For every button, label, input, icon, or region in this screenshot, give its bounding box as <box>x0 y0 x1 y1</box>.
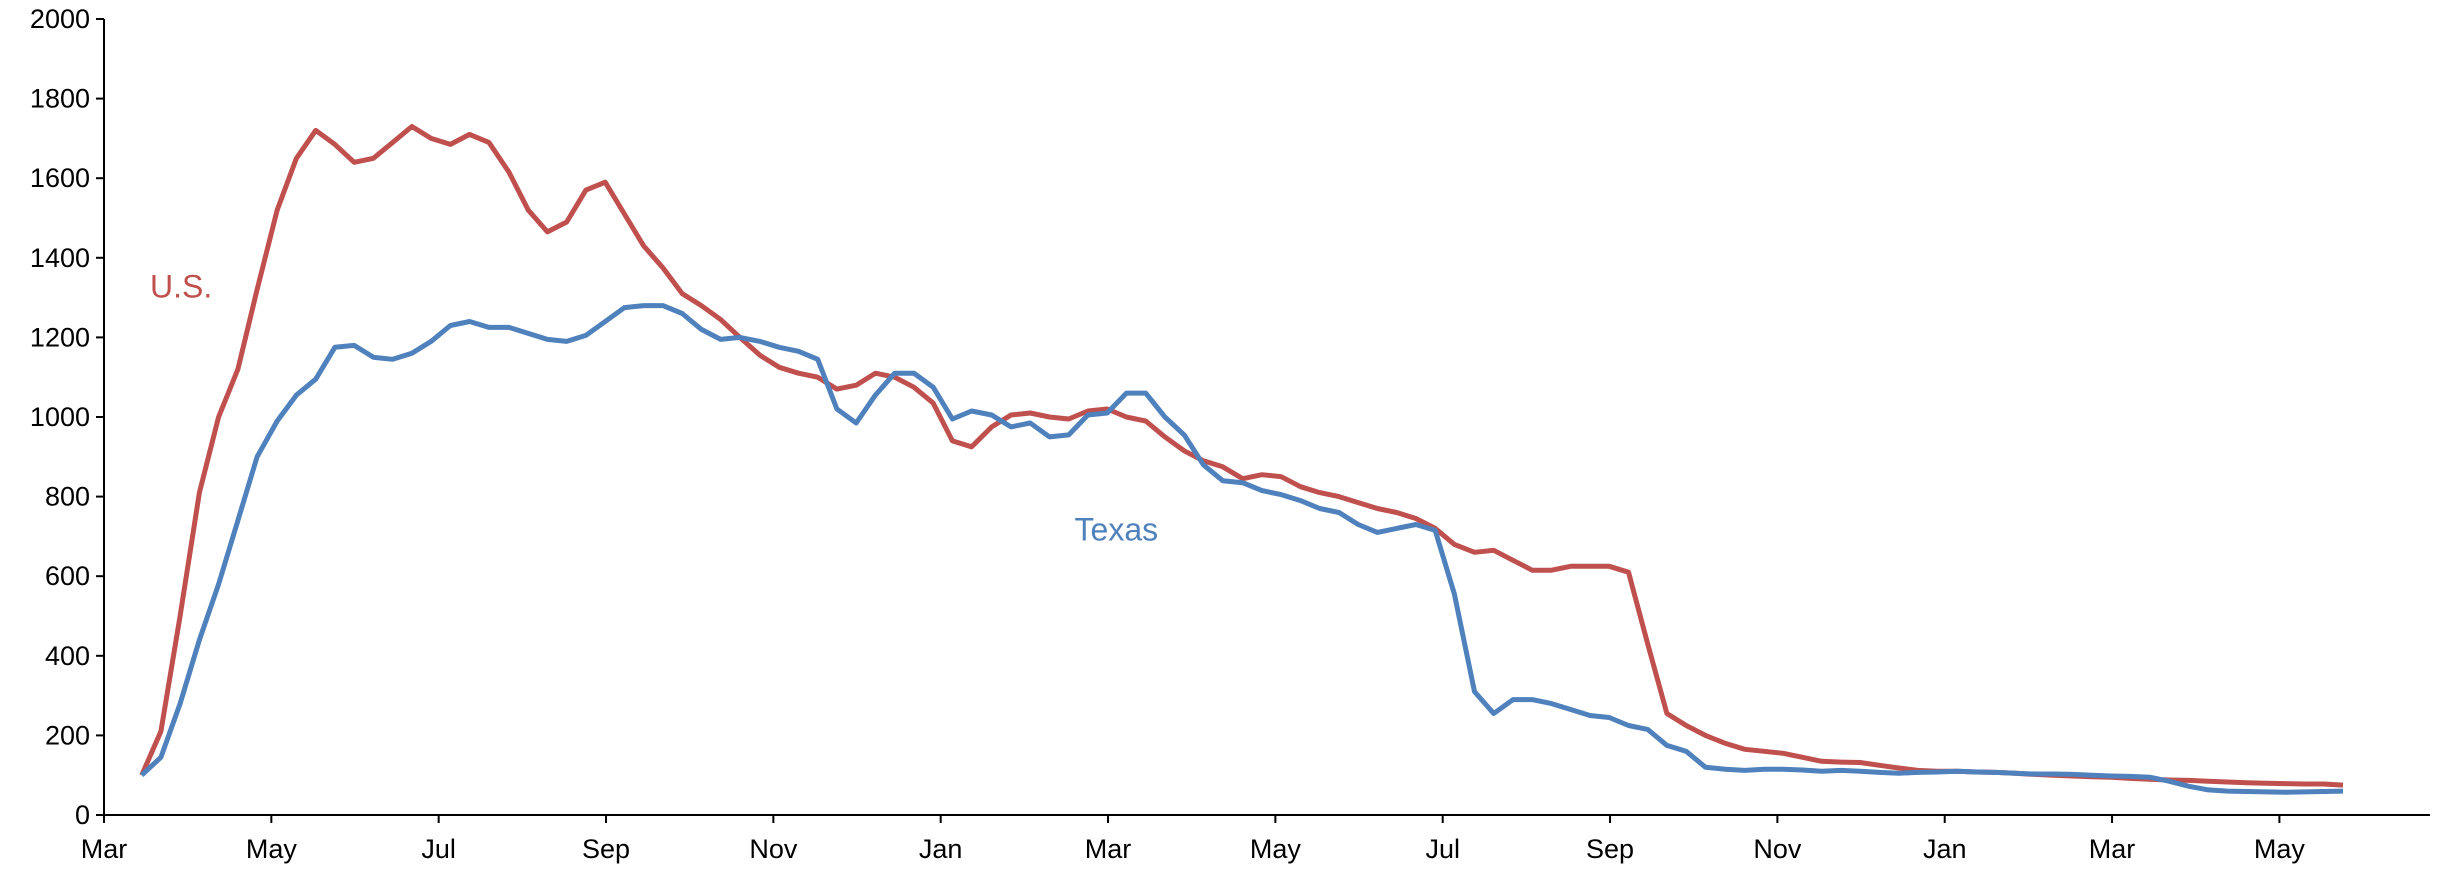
x-tick-label: Jul <box>421 834 456 864</box>
x-tick-label: Jan <box>919 834 963 864</box>
series-line <box>139 124 2344 788</box>
x-tick-label: Mar <box>1085 834 1132 864</box>
x-tick-label: Nov <box>749 834 798 864</box>
y-tick-label: 1000 <box>30 402 90 432</box>
y-tick-label: 1800 <box>30 84 90 114</box>
y-tick-label: 600 <box>45 561 90 591</box>
x-tick-label: May <box>1250 834 1302 864</box>
series-label: U.S. <box>150 269 212 305</box>
x-tick-label: May <box>246 834 298 864</box>
x-tick-label: Jan <box>1923 834 1967 864</box>
x-tick-label: Sep <box>1586 834 1634 864</box>
y-tick-label: 1400 <box>30 243 90 273</box>
y-tick-label: 1200 <box>30 322 90 352</box>
y-tick-label: 1600 <box>30 163 90 193</box>
x-tick-label: Mar <box>81 834 128 864</box>
x-tick-label: May <box>2254 834 2306 864</box>
x-tick-label: Mar <box>2089 834 2136 864</box>
y-tick-label: 2000 <box>30 4 90 34</box>
x-tick-label: Sep <box>582 834 630 864</box>
x-tick-label: Nov <box>1753 834 1802 864</box>
y-tick-label: 0 <box>75 800 90 830</box>
y-tick-label: 200 <box>45 720 90 750</box>
x-tick-label: Jul <box>1425 834 1460 864</box>
series-line <box>139 303 2344 795</box>
y-tick-label: 400 <box>45 641 90 671</box>
series-label: Texas <box>1075 511 1159 547</box>
y-tick-label: 800 <box>45 482 90 512</box>
